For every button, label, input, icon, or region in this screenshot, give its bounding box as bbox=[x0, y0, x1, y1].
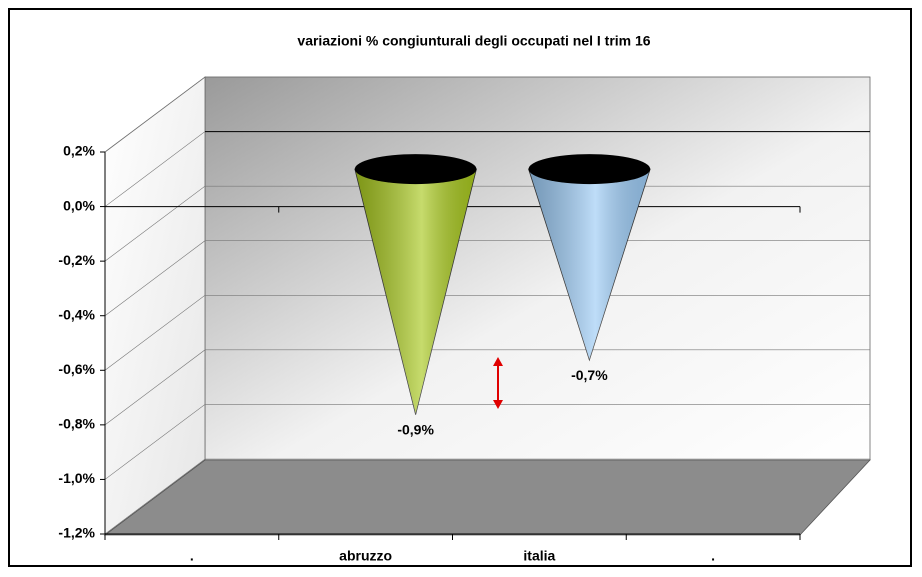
y-tick-label: -0,4% bbox=[58, 306, 95, 322]
y-tick-label: -1,2% bbox=[58, 525, 95, 541]
x-tick-label: . bbox=[711, 548, 715, 564]
cone-shade bbox=[528, 169, 651, 361]
back-wall bbox=[204, 76, 871, 461]
grid-line bbox=[104, 185, 870, 262]
x-tick-label: . bbox=[190, 548, 194, 564]
value-label: -0,7% bbox=[571, 367, 608, 383]
y-tick-label: -1,0% bbox=[58, 470, 95, 486]
chart-title: variazioni % congiunturali degli occupat… bbox=[297, 33, 650, 49]
x-tick-label: italia bbox=[523, 548, 555, 564]
y-tick-label: 0,0% bbox=[63, 197, 95, 213]
y-tick-label: 0,2% bbox=[63, 143, 95, 159]
x-tick-label: abruzzo bbox=[339, 548, 392, 564]
grid-line bbox=[104, 349, 870, 426]
cone-top bbox=[528, 154, 651, 185]
floor bbox=[103, 459, 871, 536]
y-tick-label: -0,6% bbox=[58, 361, 95, 377]
cone bbox=[354, 154, 477, 415]
grid-line bbox=[104, 76, 870, 153]
arrow bbox=[493, 357, 503, 409]
cone bbox=[528, 154, 651, 362]
y-tick-label: -0,8% bbox=[58, 416, 95, 432]
side-wall bbox=[104, 76, 206, 536]
grid-line bbox=[104, 240, 870, 316]
value-label: -0,9% bbox=[397, 421, 434, 437]
grid-line bbox=[104, 458, 870, 535]
cone-shade bbox=[354, 169, 477, 415]
y-tick-label: -0,2% bbox=[58, 252, 95, 268]
grid-line bbox=[104, 404, 870, 480]
cone-top bbox=[354, 154, 477, 185]
grid-line bbox=[104, 294, 870, 371]
